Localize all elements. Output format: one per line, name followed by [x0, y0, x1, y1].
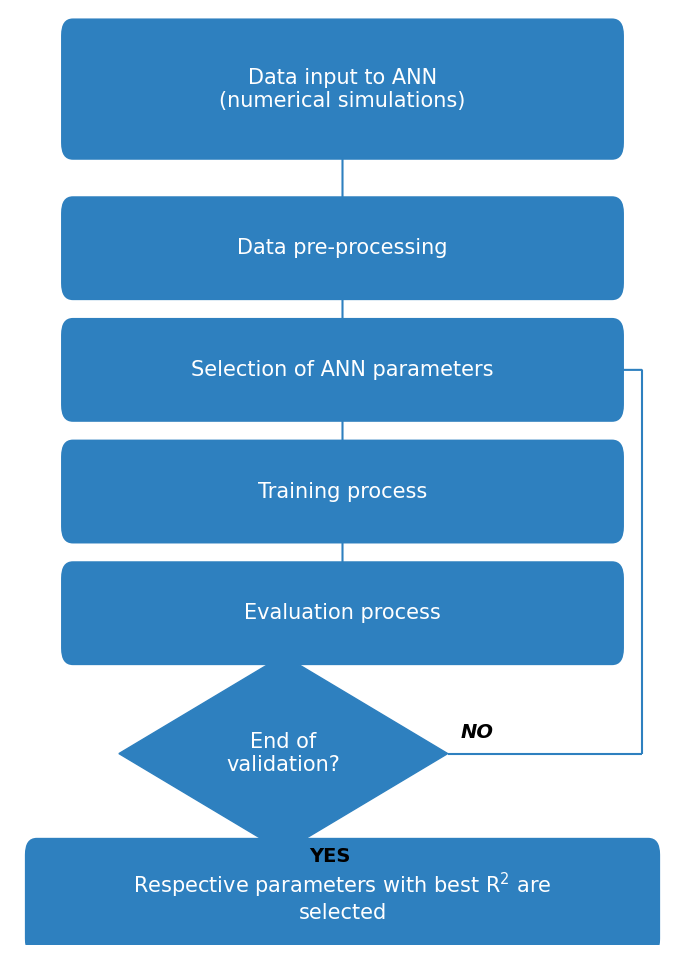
FancyBboxPatch shape	[61, 439, 624, 543]
FancyBboxPatch shape	[25, 838, 660, 955]
Text: Respective parameters with best $\mathregular{R^2}$ are
selected: Respective parameters with best $\mathre…	[134, 871, 551, 923]
FancyBboxPatch shape	[61, 562, 624, 665]
Text: Data input to ANN
(numerical simulations): Data input to ANN (numerical simulations…	[219, 68, 466, 111]
Text: YES: YES	[310, 847, 351, 866]
FancyBboxPatch shape	[61, 197, 624, 300]
Text: Training process: Training process	[258, 481, 427, 501]
FancyBboxPatch shape	[61, 18, 624, 159]
Polygon shape	[119, 655, 448, 852]
Text: Data pre-processing: Data pre-processing	[237, 238, 448, 258]
Text: End of
validation?: End of validation?	[226, 732, 340, 775]
Text: Evaluation process: Evaluation process	[244, 604, 441, 624]
Text: Selection of ANN parameters: Selection of ANN parameters	[191, 360, 494, 380]
FancyBboxPatch shape	[61, 318, 624, 422]
Text: NO: NO	[461, 723, 494, 742]
